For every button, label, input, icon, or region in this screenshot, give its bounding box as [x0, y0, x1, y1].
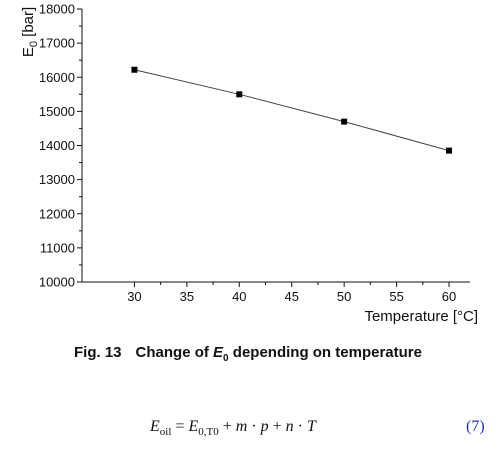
caption-text-after: depending on temperature: [228, 344, 422, 361]
figure-caption: Fig. 13 Change of E0 depending on tempera…: [0, 344, 496, 364]
eq-dot-2: ·: [293, 418, 307, 435]
figure-number: Fig. 13: [74, 344, 122, 361]
eq-n: n: [285, 418, 294, 435]
y-tick-label: 10000: [39, 275, 75, 290]
eq-plus-2: +: [268, 418, 286, 435]
x-tick-label: 40: [232, 289, 246, 304]
x-tick-label: 45: [284, 289, 298, 304]
eq-dot-1: ·: [247, 418, 261, 435]
caption-symbol-sub: 0: [223, 353, 229, 364]
y-tick-label: 16000: [39, 70, 75, 85]
y-axis: 10000 11000 12000 13000 14000 15000 16000 17000…: [39, 2, 83, 290]
x-tick-label: 35: [180, 289, 194, 304]
x-tick-label: 30: [127, 289, 141, 304]
equation-number: (7): [466, 418, 485, 435]
eq-equals: =: [171, 418, 189, 435]
x-axis-title: Temperature [°C]: [364, 308, 478, 325]
y-tick-label: 15000: [39, 104, 75, 119]
x-tick-label: 55: [389, 289, 403, 304]
eq-plus-1: +: [218, 418, 236, 435]
y-tick-label: 18000: [39, 2, 75, 17]
y-tick-label: 17000: [39, 36, 75, 51]
x-tick-label: 60: [442, 289, 456, 304]
equation: Eoil = E0,T0 + m · p + n · T: [150, 418, 316, 438]
eq-lhs: E: [150, 418, 160, 435]
y-tick-label: 12000: [39, 206, 75, 221]
y-axis-title: E0 [bar]: [20, 7, 40, 57]
data-point-marker: [236, 91, 243, 98]
series: [131, 66, 453, 154]
y-tick-label: 14000: [39, 138, 75, 153]
eq-lhs-sub: oil: [159, 426, 172, 439]
eq-p: p: [260, 418, 269, 435]
eq-term1-sub: 0,T0: [198, 426, 219, 439]
y-tick-label: 13000: [39, 172, 75, 187]
eq-T: T: [306, 418, 316, 435]
caption-text-before: Change of: [135, 344, 214, 361]
chart: 10000 11000 12000 13000 14000 15000 16000 17000…: [20, 2, 478, 326]
x-axis: 30 35 40 45 50 55 60: [82, 281, 470, 304]
data-point-marker: [131, 66, 138, 73]
eq-term1: E: [188, 418, 199, 435]
data-point-marker: [341, 118, 348, 125]
series-line: [134, 69, 450, 152]
y-tick-label: 11000: [40, 240, 75, 255]
caption-symbol: E: [213, 344, 224, 361]
eq-m: m: [235, 418, 248, 435]
x-tick-label: 50: [337, 289, 351, 304]
data-point-marker: [446, 147, 453, 154]
